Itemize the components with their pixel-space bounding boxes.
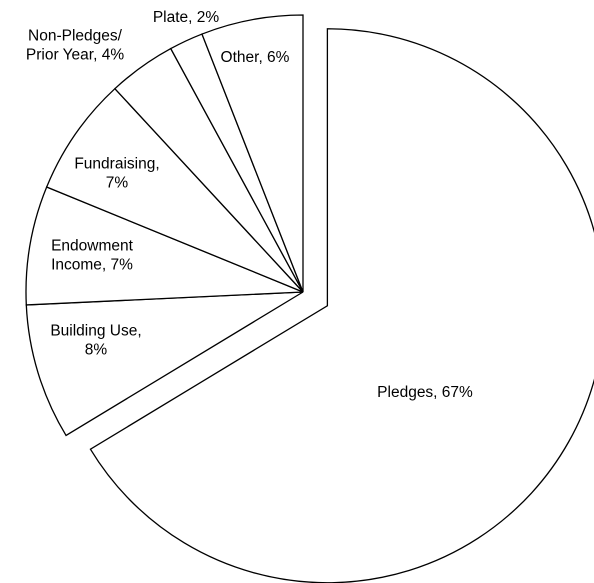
slice-label-line: Non-Pledges/ [28, 28, 123, 45]
slice-label: Other, 6% [221, 49, 290, 66]
pie-labels: Pledges, 67% Building Use, 8% Endowment Inco… [26, 9, 473, 401]
slice-label: Fundraising, 7% [74, 156, 159, 192]
slice-label: Endowment Income, 7% [51, 238, 134, 274]
slice-label-line: Fundraising, [74, 156, 159, 173]
pie-slice [89, 28, 594, 583]
slice-label: Building Use, 8% [50, 323, 141, 359]
slice-label: Pledges, 67% [377, 384, 473, 401]
slice-label: Plate, 2% [153, 9, 220, 26]
pie-slices [25, 14, 594, 583]
slice-label: Non-Pledges/Prior Year, 4% [26, 28, 124, 64]
slice-label-line: Income, 7% [51, 257, 133, 274]
slice-label-line: Other, 6% [221, 49, 290, 66]
slice-label-line: Plate, 2% [153, 9, 220, 26]
slice-label-line: Pledges, 67% [377, 384, 473, 401]
pie-slice [25, 291, 304, 437]
slice-label-line: 7% [106, 175, 129, 192]
pie-slice [45, 87, 304, 293]
slice-label-line: Endowment [51, 238, 134, 255]
slice-label-line: Prior Year, 4% [26, 47, 124, 64]
pie-slice [25, 186, 304, 306]
pie-slice [201, 14, 304, 293]
slice-label-line: 8% [85, 342, 108, 359]
slice-label-line: Building Use, [50, 323, 141, 340]
